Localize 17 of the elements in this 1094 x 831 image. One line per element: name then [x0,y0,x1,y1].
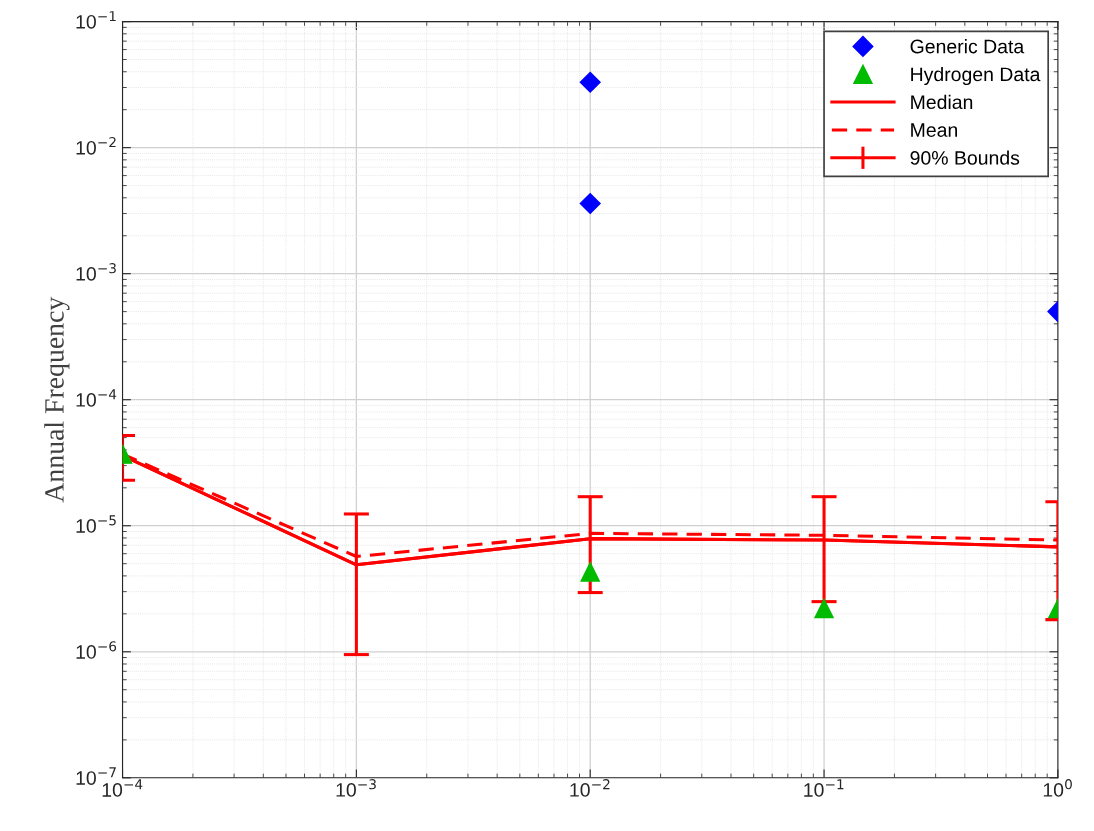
y-tick-label: 10$^{−2}$ [76,136,116,155]
x-tick-label: 10$^{−4}$ [102,779,143,797]
y-tick-label: 10$^{−4}$ [76,389,117,407]
legend-label: Hydrogen Data [911,66,1041,86]
y-tick-label: 10$^{−3}$ [76,263,116,281]
y-tick-label: 10$^{−6}$ [76,641,117,659]
legend-label: Mean [911,123,957,137]
legend-label: Median [911,94,973,110]
y-tick-label: 10$^{−5}$ [76,515,116,533]
legend-label: Generic Data [910,39,1025,54]
x-tick-label: 10$^{−1}$ [804,779,844,797]
x-tick-label: 10$^{0}$ [1043,779,1072,797]
x-tick-label: 10$^{−3}$ [336,779,376,797]
legend-label: 90% Bounds [910,150,1020,165]
y-tick-label: 10$^{−1}$ [76,11,116,29]
x-tick-label: 10$^{−2}$ [570,779,610,797]
y-axis-title: Annual Frequency [44,296,70,503]
